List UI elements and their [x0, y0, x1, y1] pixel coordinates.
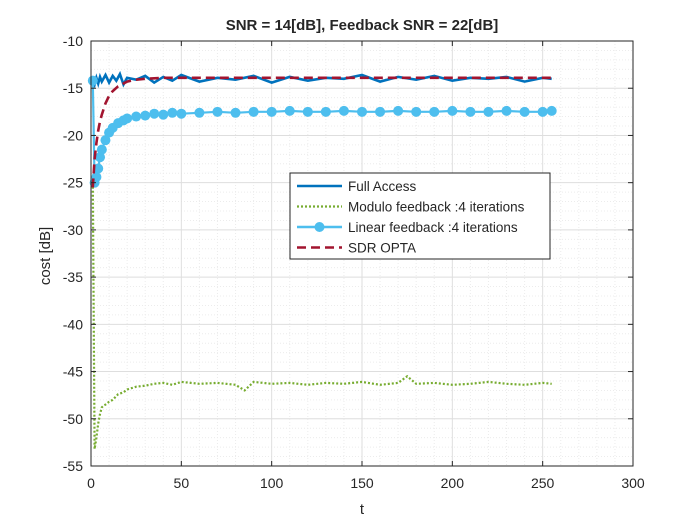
- y-tick-label: -55: [63, 458, 83, 474]
- y-tick-label: -10: [63, 33, 83, 49]
- data-point: [100, 135, 111, 146]
- data-point: [501, 105, 512, 116]
- y-tick-label: -20: [63, 127, 83, 143]
- legend-label: Full Access: [348, 179, 417, 194]
- data-point: [131, 111, 142, 122]
- y-tick-label: -40: [63, 316, 83, 332]
- data-point: [338, 105, 349, 116]
- chart-title: SNR = 14[dB], Feedback SNR = 22[dB]: [226, 17, 499, 34]
- data-point: [87, 75, 98, 86]
- y-tick-label: -30: [63, 222, 83, 238]
- legend: Full Access Modulo feedback :4 iterations…: [289, 172, 551, 260]
- data-point: [519, 106, 530, 117]
- x-tick-label: 300: [621, 475, 645, 491]
- series-layer: [87, 70, 557, 450]
- data-point: [411, 106, 422, 117]
- legend-label: Modulo feedback :4 iterations: [348, 200, 525, 215]
- data-point: [140, 110, 151, 121]
- x-tick-label: 150: [350, 475, 374, 491]
- y-tick-label: -50: [63, 411, 83, 427]
- data-point: [483, 106, 494, 117]
- data-point: [176, 108, 187, 119]
- data-point: [375, 106, 386, 117]
- data-point: [266, 106, 277, 117]
- data-point: [93, 163, 104, 174]
- y-tick-label: -15: [63, 80, 83, 96]
- legend-marker: [314, 222, 325, 232]
- x-axis-label: t: [360, 501, 365, 518]
- legend-box: [289, 172, 551, 260]
- data-point: [194, 107, 205, 118]
- x-tick-label: 50: [174, 475, 190, 491]
- data-point: [122, 113, 133, 124]
- legend-label: Linear feedback :4 iterations: [348, 220, 518, 235]
- data-point: [320, 106, 331, 117]
- y-tick-label: -35: [63, 269, 83, 285]
- legend-label: SDR OPTA: [348, 241, 416, 256]
- series-line-4: [91, 76, 552, 188]
- data-point: [158, 109, 169, 120]
- data-point: [537, 106, 548, 117]
- x-tick-label: 100: [260, 475, 284, 491]
- data-point: [393, 105, 404, 116]
- data-point: [212, 106, 223, 117]
- data-point: [230, 107, 241, 118]
- data-point: [284, 105, 295, 116]
- data-point: [95, 152, 106, 163]
- data-point: [167, 107, 178, 118]
- y-tick-label: -25: [63, 175, 83, 191]
- data-point: [149, 108, 160, 119]
- data-point: [302, 106, 313, 117]
- y-axis-label: cost [dB]: [37, 227, 54, 285]
- data-point: [546, 105, 557, 116]
- series-line-2: [91, 182, 552, 450]
- x-tick-label: 200: [441, 475, 465, 491]
- data-point: [96, 144, 107, 155]
- data-point: [429, 106, 440, 117]
- series-line-1: [91, 70, 552, 89]
- x-tick-label: 0: [87, 475, 95, 491]
- data-point: [248, 106, 259, 117]
- data-point: [465, 106, 476, 117]
- data-point: [447, 105, 458, 116]
- x-tick-label: 250: [531, 475, 555, 491]
- data-point: [357, 106, 367, 117]
- y-tick-label: -45: [63, 364, 83, 380]
